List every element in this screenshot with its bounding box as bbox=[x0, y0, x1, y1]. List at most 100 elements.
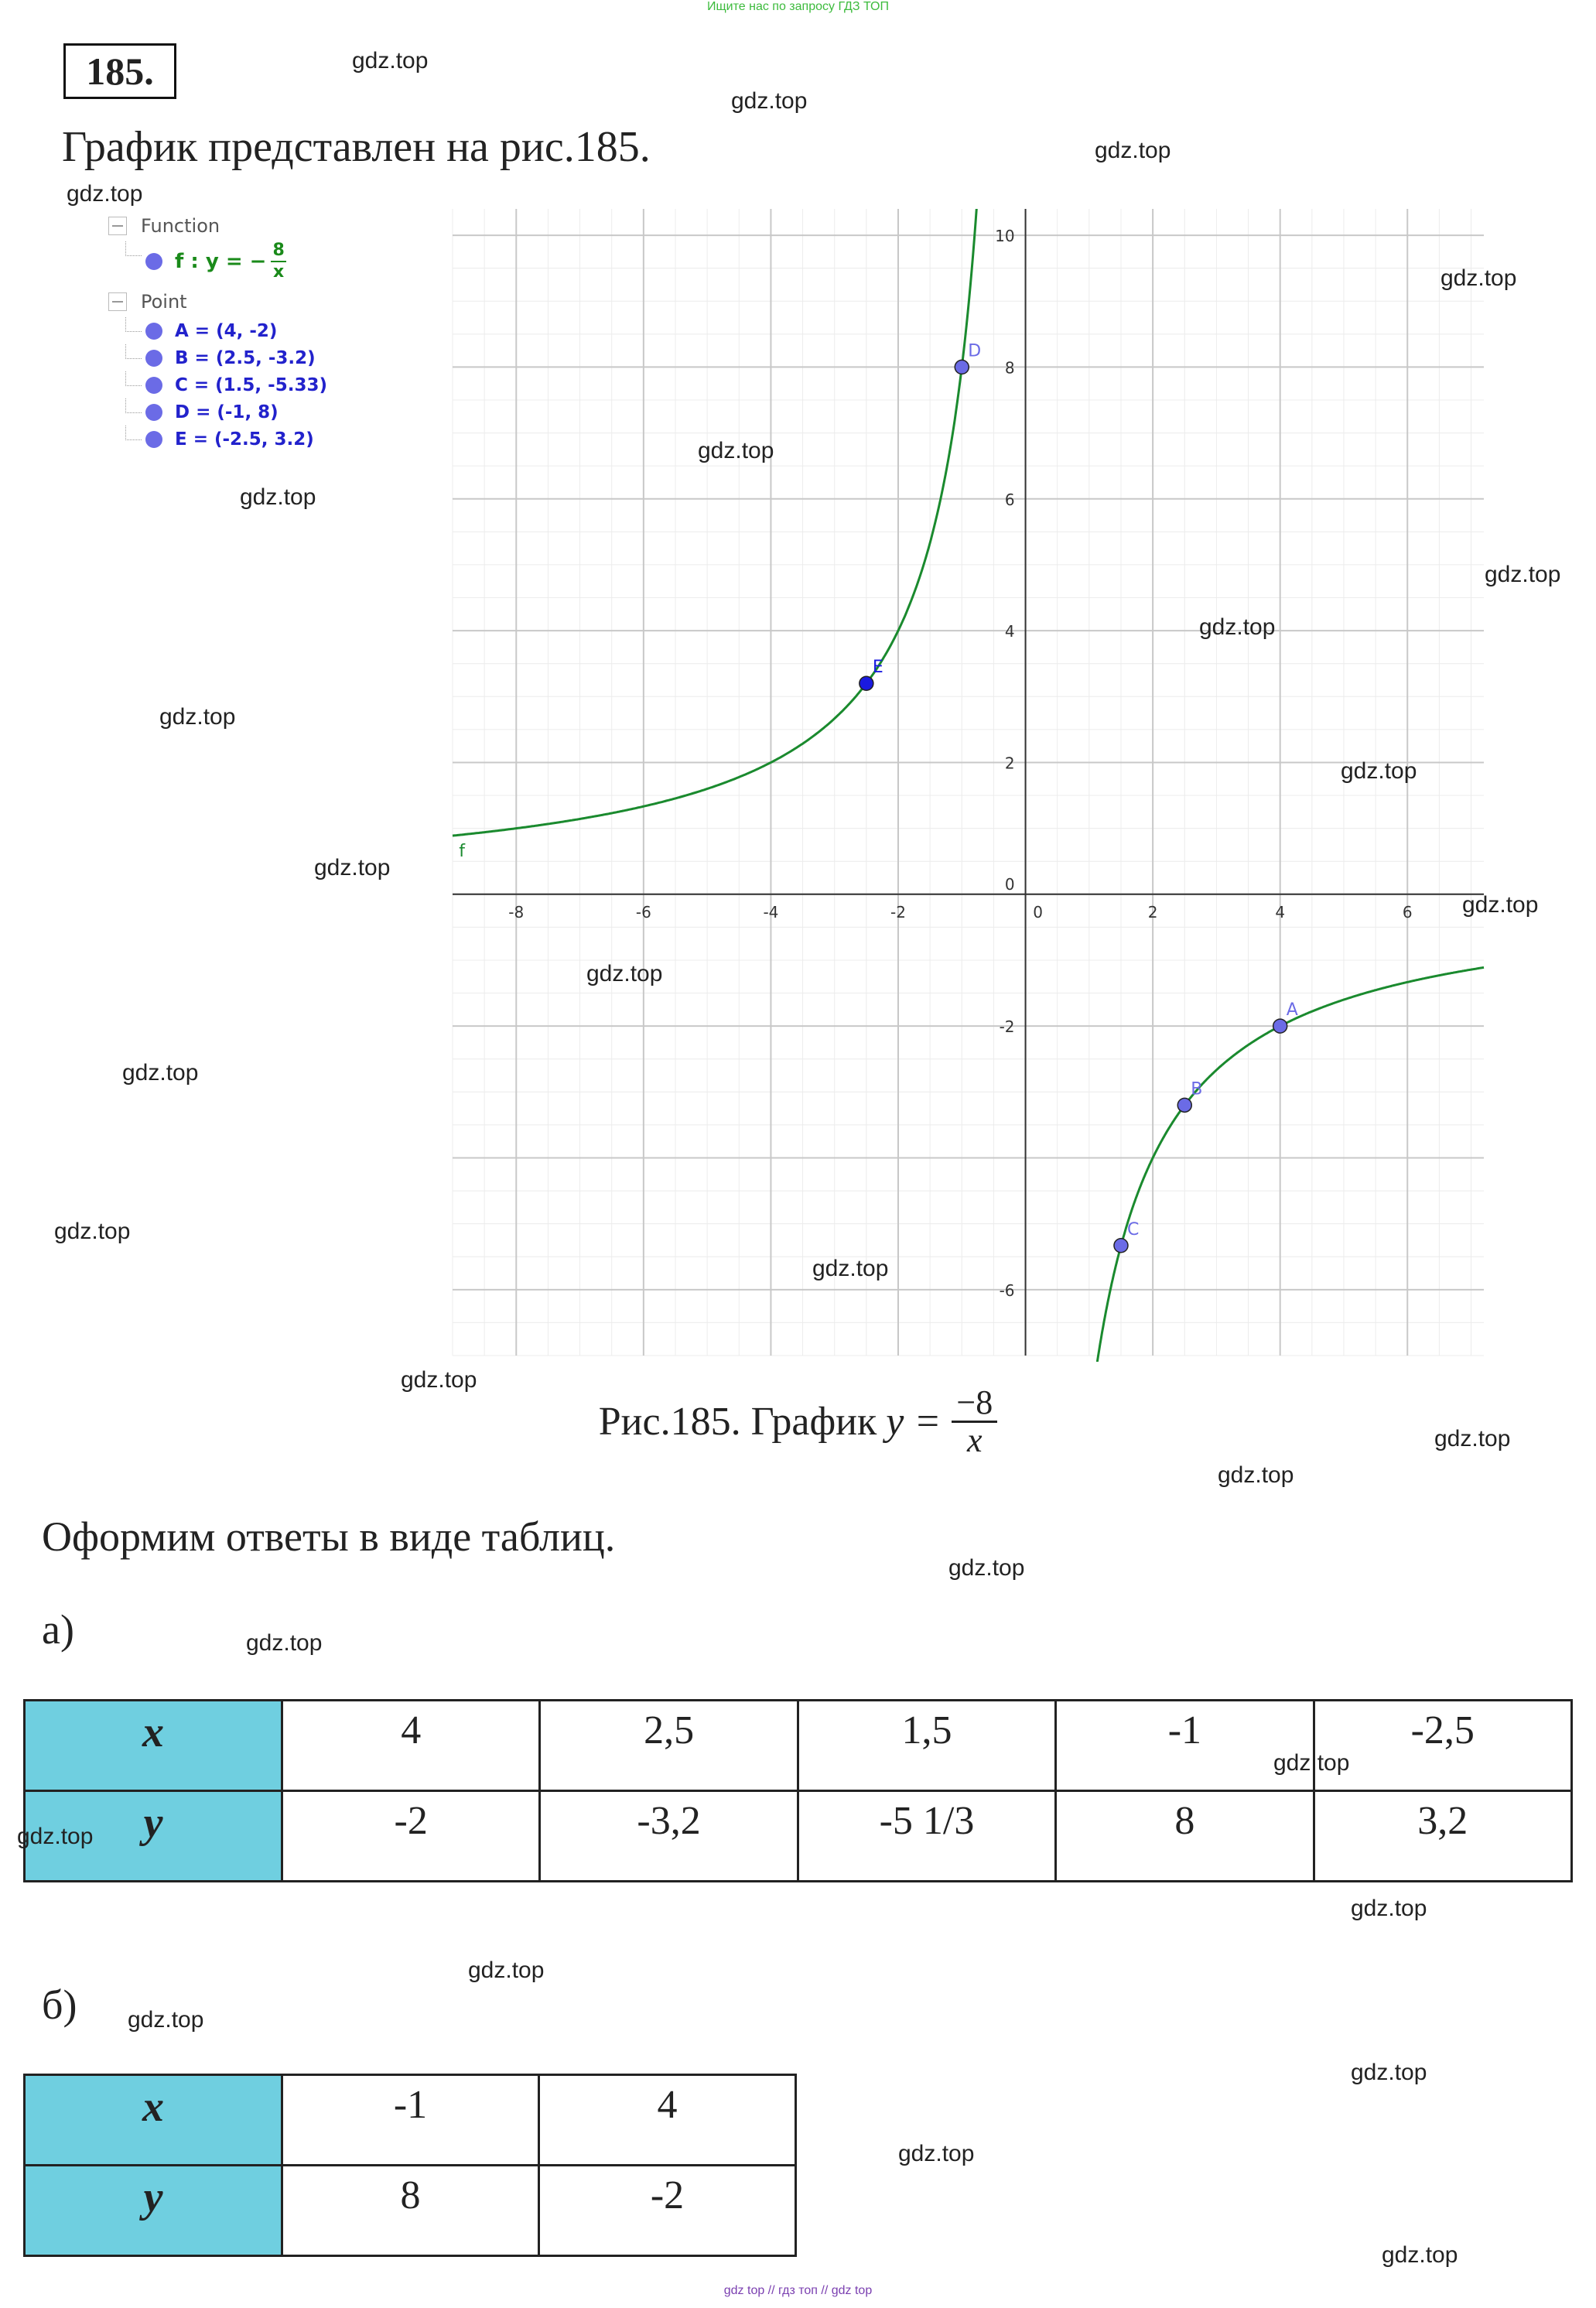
data-point-a bbox=[1272, 1018, 1288, 1034]
part-b-label: б) bbox=[42, 1981, 77, 2028]
point-group[interactable]: Point bbox=[108, 286, 340, 317]
series-line-right-branch bbox=[1095, 966, 1485, 1362]
watermark: gdz.top bbox=[898, 2141, 975, 2166]
table-cell: 2,5 bbox=[538, 1699, 799, 1792]
function-label: f : y = − 8 x bbox=[175, 242, 286, 281]
table-cell: -1 bbox=[281, 2074, 540, 2166]
watermark: gdz.top bbox=[1273, 1750, 1350, 1776]
table-row: y -2 -3,2 -5 1/3 8 3,2 bbox=[23, 1790, 1574, 1882]
function-item[interactable]: f : y = − 8 x bbox=[108, 241, 340, 282]
fraction-denominator: x bbox=[272, 262, 285, 282]
watermark: gdz.top bbox=[240, 484, 316, 510]
caption-numerator: −8 bbox=[952, 1384, 998, 1424]
function-fraction: 8 x bbox=[271, 242, 286, 282]
y-tick-label: 6 bbox=[1005, 491, 1015, 509]
x-tick-label: 0 bbox=[1033, 903, 1043, 921]
point-label: C = (1.5, -5.33) bbox=[175, 374, 327, 395]
watermark: gdz.top bbox=[1218, 1462, 1294, 1488]
bottom-banner[interactable]: gdz top // гдз топ // gdz top bbox=[723, 2284, 873, 2297]
table-cell: 3,2 bbox=[1312, 1790, 1574, 1882]
function-name: f : y = − bbox=[175, 250, 267, 273]
problem-number: 185. bbox=[63, 43, 176, 99]
table-cell: 8 bbox=[281, 2164, 540, 2257]
table-row: y 8 -2 bbox=[23, 2164, 797, 2257]
figure-caption: Рис.185. График y = −8 x bbox=[0, 1384, 1596, 1460]
collapse-icon[interactable] bbox=[108, 217, 127, 235]
visibility-dot-icon[interactable] bbox=[145, 349, 162, 367]
table-cell: -3,2 bbox=[538, 1790, 799, 1882]
axes bbox=[453, 209, 1484, 1356]
caption-fraction: −8 x bbox=[952, 1384, 998, 1460]
watermark: gdz.top bbox=[122, 1060, 199, 1086]
watermark: gdz.top bbox=[731, 88, 808, 114]
point-group-label: Point bbox=[141, 291, 187, 313]
visibility-dot-icon[interactable] bbox=[145, 430, 162, 448]
watermark: gdz.top bbox=[17, 1824, 94, 1849]
answer-table-a: x 4 2,5 1,5 -1 -2,5 y -2 -3,2 -5 1/3 8 3… bbox=[23, 1699, 1574, 1882]
point-label: D = (-1, 8) bbox=[175, 402, 279, 422]
point-item[interactable]: B = (2.5, -3.2) bbox=[108, 344, 340, 371]
visibility-dot-icon[interactable] bbox=[145, 253, 162, 270]
major-grid bbox=[453, 209, 1484, 1356]
point-item[interactable]: E = (-2.5, 3.2) bbox=[108, 426, 340, 453]
answer-table-b: x -1 4 y 8 -2 bbox=[23, 2074, 797, 2257]
algebra-legend: Function f : y = − 8 x Point A = (4, -2)… bbox=[108, 210, 340, 453]
watermark: gdz.top bbox=[67, 181, 143, 207]
point-label-a: A bbox=[1287, 1000, 1298, 1020]
watermark: gdz.top bbox=[1462, 892, 1539, 918]
table-cell: 4 bbox=[538, 2074, 797, 2166]
point-label-d: D bbox=[968, 341, 981, 361]
y-tick-label: 0 bbox=[1005, 875, 1015, 894]
table-cell: 4 bbox=[280, 1699, 542, 1792]
function-group-label: Function bbox=[141, 215, 220, 237]
visibility-dot-icon[interactable] bbox=[145, 322, 162, 340]
x-tick-label: 6 bbox=[1403, 903, 1413, 921]
table-cell: -2,5 bbox=[1312, 1699, 1574, 1792]
watermark: gdz.top bbox=[468, 1958, 545, 1983]
y-tick-label: 10 bbox=[995, 227, 1014, 245]
tick-labels: -8 -6 -4 -2 0 2 4 6 10 8 6 4 2 0 -2 -6 bbox=[508, 227, 1412, 1300]
y-tick-label: 8 bbox=[1005, 358, 1015, 377]
point-item[interactable]: D = (-1, 8) bbox=[108, 398, 340, 426]
intro-text: График представлен на рис.185. bbox=[62, 123, 651, 171]
x-header-cell: x bbox=[23, 1699, 283, 1792]
watermark: gdz.top bbox=[246, 1630, 323, 1656]
fraction-numerator: 8 bbox=[271, 242, 286, 262]
caption-denominator: x bbox=[967, 1421, 983, 1460]
collapse-icon[interactable] bbox=[108, 292, 127, 311]
function-group[interactable]: Function bbox=[108, 210, 340, 241]
data-point-b bbox=[1177, 1097, 1193, 1113]
watermark: gdz.top bbox=[352, 48, 429, 74]
table-cell: -5 1/3 bbox=[796, 1790, 1058, 1882]
function-graph: -8 -6 -4 -2 0 2 4 6 10 8 6 4 2 0 -2 -6 f A B C D E bbox=[452, 209, 1485, 1362]
table-cell: -1 bbox=[1054, 1699, 1315, 1792]
series-label-f: f bbox=[459, 842, 466, 861]
point-item[interactable]: C = (1.5, -5.33) bbox=[108, 371, 340, 398]
table-row: x -1 4 bbox=[23, 2074, 797, 2166]
x-tick-label: -2 bbox=[890, 903, 906, 921]
watermark: gdz.top bbox=[1434, 1426, 1511, 1451]
point-item[interactable]: A = (4, -2) bbox=[108, 317, 340, 344]
y-header-cell: y bbox=[23, 1790, 283, 1882]
visibility-dot-icon[interactable] bbox=[145, 403, 162, 421]
watermark: gdz.top bbox=[948, 1555, 1025, 1581]
y-header-cell: y bbox=[23, 2164, 283, 2257]
data-point-c bbox=[1113, 1238, 1129, 1253]
y-tick-label: 2 bbox=[1005, 754, 1015, 772]
watermark: gdz.top bbox=[1441, 265, 1517, 291]
watermark: gdz.top bbox=[1351, 2060, 1427, 2085]
top-banner[interactable]: Ищите нас по запросу ГДЗ ТОП bbox=[707, 0, 889, 13]
point-label-e: E bbox=[873, 658, 883, 677]
watermark: gdz.top bbox=[54, 1219, 131, 1244]
watermark: gdz.top bbox=[1382, 2242, 1458, 2268]
data-points: A B C D E bbox=[859, 341, 1298, 1253]
x-tick-label: -6 bbox=[636, 903, 651, 921]
table-cell: 8 bbox=[1054, 1790, 1315, 1882]
x-tick-label: -8 bbox=[508, 903, 524, 921]
table-cell: -2 bbox=[538, 2164, 797, 2257]
point-label-b: B bbox=[1191, 1079, 1202, 1099]
watermark: gdz.top bbox=[1341, 758, 1417, 784]
visibility-dot-icon[interactable] bbox=[145, 376, 162, 394]
watermark: gdz.top bbox=[586, 961, 663, 986]
caption-equation: y = −8 x bbox=[886, 1384, 998, 1460]
